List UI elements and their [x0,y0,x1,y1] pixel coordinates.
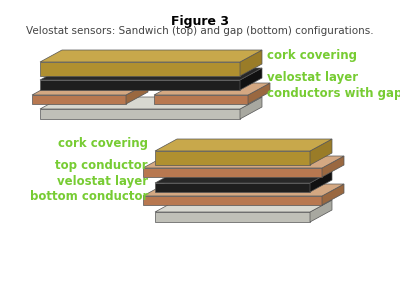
Polygon shape [240,68,262,90]
Polygon shape [143,184,344,196]
Text: velostat layer: velostat layer [267,71,358,84]
Polygon shape [154,83,270,95]
Text: conductors with gap: conductors with gap [267,87,400,99]
Polygon shape [310,200,332,222]
Text: Velostat sensors: Sandwich (top) and gap (bottom) configurations.: Velostat sensors: Sandwich (top) and gap… [26,26,374,36]
Polygon shape [155,171,332,183]
Polygon shape [126,83,148,104]
Text: cork covering: cork covering [58,137,148,150]
Polygon shape [322,156,344,177]
Polygon shape [248,83,270,104]
Polygon shape [240,50,262,76]
Text: bottom conductor: bottom conductor [30,189,148,202]
Polygon shape [40,97,262,109]
Polygon shape [32,95,126,104]
Polygon shape [310,171,332,192]
Polygon shape [40,68,262,80]
Text: cork covering: cork covering [267,49,357,61]
Polygon shape [40,62,240,76]
Polygon shape [40,80,240,90]
Polygon shape [155,200,332,212]
Polygon shape [155,183,310,192]
Polygon shape [310,139,332,165]
Polygon shape [322,184,344,205]
Polygon shape [143,156,344,168]
Polygon shape [40,50,262,62]
Polygon shape [240,97,262,119]
Text: velostat layer: velostat layer [57,174,148,188]
Polygon shape [143,168,322,177]
Polygon shape [32,83,148,95]
Polygon shape [155,212,310,222]
Polygon shape [143,196,322,205]
Text: Figure 3: Figure 3 [171,16,229,29]
Polygon shape [154,95,248,104]
Text: top conductor: top conductor [55,158,148,171]
Polygon shape [155,139,332,151]
Polygon shape [155,151,310,165]
Polygon shape [40,109,240,119]
